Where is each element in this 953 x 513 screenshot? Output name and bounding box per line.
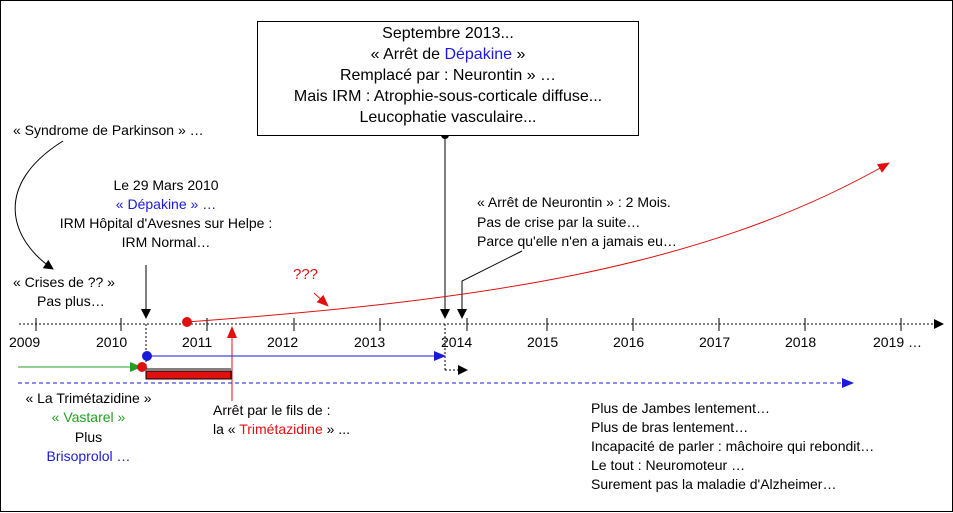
year-2011: 2011 (182, 334, 213, 350)
red-stop-dot (137, 362, 147, 372)
top-box-line4: Mais IRM : Atrophie-sous-corticale diffu… (293, 88, 603, 105)
mars-2010-line2: « Dépakine » … (115, 196, 217, 212)
year-2015: 2015 (527, 334, 559, 350)
question-arrow (313, 292, 329, 307)
symptom-4: Le tout : Neuromoteur … (591, 457, 746, 473)
neurontin-line1: « Arrêt de Neurontin » : 2 Mois. (477, 194, 671, 210)
trimetazidine-highlight: Trimétazidine (239, 421, 323, 437)
arret-fils-line2-pre: la « (213, 421, 240, 437)
neurontin-line2: Pas de crise par la suite… (477, 214, 641, 230)
symptom-5: Surement pas la maladie d'Alzheimer… (591, 476, 837, 492)
crises-line1: « Crises de ?? » (13, 274, 115, 290)
symptom-3: Incapacité de parler : mâchoire qui rebo… (591, 438, 875, 454)
top-box-line2-post: » (512, 46, 526, 63)
top-box-line1: Septembre 2013... (382, 25, 514, 42)
year-2009: 2009 (9, 334, 41, 350)
trimetazidine-line2: « Vastarel » (51, 409, 126, 425)
red-progression-curve (186, 162, 890, 323)
sept-2013-box: Septembre 2013... « Arrêt de Dépakine » … (257, 21, 639, 136)
trimetazidine-bar (145, 370, 232, 380)
year-2013: 2013 (354, 334, 386, 350)
year-2019: 2019 … (873, 334, 923, 350)
top-box-line5: Leucophatie vasculaire... (359, 109, 537, 126)
parkinson-arrow (14, 140, 64, 270)
top-box-line2-pre: « Arrêt de (370, 46, 445, 63)
question-marks: ??? (293, 266, 319, 283)
parkinson-label: « Syndrome de Parkinson » … (13, 122, 204, 138)
symptom-2: Plus de bras lentement… (591, 419, 749, 435)
trimetazidine-line3: Plus (74, 429, 103, 445)
arret-fils-line1: Arrêt par le fils de : (213, 402, 331, 418)
neurontin-pointer (457, 250, 523, 319)
year-ticks (35, 318, 902, 331)
year-2017: 2017 (699, 334, 731, 350)
neurontin-line3: Parce qu'elle n'en a jamais eu… (477, 233, 677, 249)
arret-fils-line2-post: » ... (322, 421, 350, 437)
year-2010: 2010 (96, 334, 128, 350)
top-box-line3: Remplacé par : Neurontin » … (339, 67, 557, 84)
arret-fils-line2: la « Trimétazidine » ... (213, 420, 350, 439)
crises-line2: Pas plus… (37, 293, 105, 309)
mars-2010-line4: IRM Normal… (121, 234, 211, 250)
year-2014: 2014 (441, 334, 473, 350)
trimetazidine-line4: Brisoprolol … (46, 448, 131, 464)
mars-2010-line3: IRM Hôpital d'Avesnes sur Helpe : (59, 215, 273, 231)
symptom-1: Plus de Jambes lentement… (591, 400, 770, 416)
depakine-highlight: Dépakine (444, 46, 513, 63)
trimetazidine-line1: « La Trimétazidine » (25, 390, 152, 406)
top-box-line2: « Arrêt de Dépakine » (258, 44, 638, 65)
year-2012: 2012 (267, 334, 299, 350)
year-2018: 2018 (785, 334, 817, 350)
year-2016: 2016 (613, 334, 645, 350)
mars-2010-line1: Le 29 Mars 2010 (113, 177, 219, 193)
